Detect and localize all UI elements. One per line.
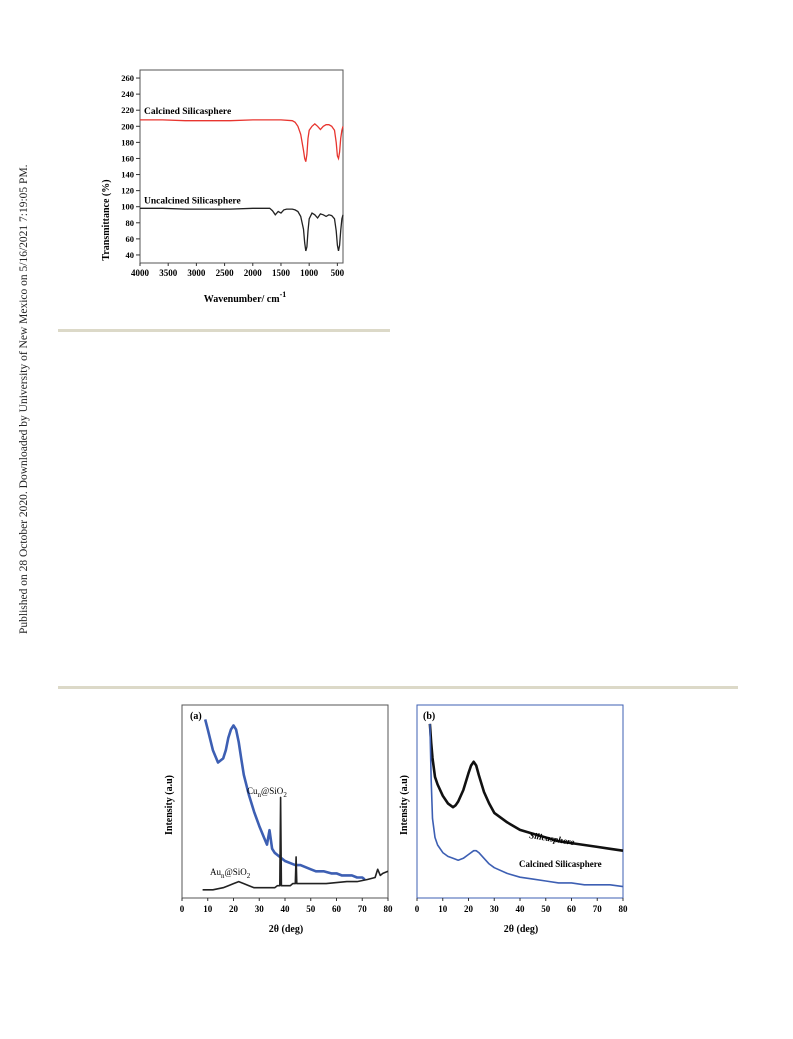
ftir-y-axis-label: Transmittance (%) [101, 179, 112, 260]
ftir-x-tick-label: 3000 [187, 268, 206, 278]
ftir-series-labels: Calcined Silicasphere Uncalcined Silicasp… [144, 107, 241, 206]
xrda-series-line-0 [203, 719, 366, 881]
xrdb-x-tick-label: 20 [464, 904, 474, 914]
xrdb-series-line-1 [429, 723, 624, 888]
xrda-series-line-1 [202, 796, 389, 891]
ftir-y-ticks: 40 60 80 100 120 140 160 180 200 220 240 260 [121, 73, 140, 260]
publication-sidenote: Published on 28 October 2020. Downloaded… [4, 160, 30, 640]
xrda-x-tick-label: 0 [180, 904, 185, 914]
publication-sidenote-text: Published on 28 October 2020. Downloaded… [18, 164, 30, 634]
xrd-a-y-axis-label: Intensity (a.u) [164, 775, 175, 835]
xrd-b-label-calcined: Calcined Silicasphere [519, 859, 602, 869]
ftir-y-tick-label: 40 [126, 250, 135, 260]
xrdb-x-tick-label: 30 [490, 904, 500, 914]
xrd-a-label-au-p0: Au [210, 867, 221, 877]
ftir-x-tick-label: 1000 [300, 268, 319, 278]
ftir-label-calcined: Calcined Silicasphere [144, 107, 231, 117]
ftir-y-tick-label: 140 [121, 170, 134, 180]
xrd-b-y-axis-label: Intensity (a.u) [399, 775, 410, 835]
xrdb-x-tick-label: 50 [541, 904, 551, 914]
xrd-b-label-silicasphere: Silicasphere [529, 830, 576, 847]
xrda-x-tick-label: 30 [255, 904, 265, 914]
xrd-a-x-axis-label: 2θ (deg) [269, 924, 303, 935]
ftir-uncalcined-line [140, 207, 344, 252]
ftir-y-tick-label: 100 [121, 202, 134, 212]
ftir-x-axis-label-main: Wavenumber/ cm [204, 294, 280, 305]
ftir-y-tick-label: 60 [126, 234, 135, 244]
ftir-x-tick-label: 3500 [159, 268, 178, 278]
xrd-a-label-cu-p0: Cu [247, 786, 258, 796]
xrd-a-label-cu-p3: 2 [283, 791, 287, 799]
ftir-y-tick-label: 240 [121, 89, 134, 99]
xrd-a-panel-label: (a) [190, 711, 202, 722]
xrd-b-x-axis-label: 2θ (deg) [504, 924, 538, 935]
xrdb-x-tick-label: 0 [415, 904, 420, 914]
xrd-a-label-cu-p2: @SiO [261, 786, 284, 796]
ftir-y-tick-label: 220 [121, 105, 134, 115]
ftir-x-axis-label: Wavenumber/ cm-1 [204, 290, 287, 305]
xrdb-series-line-0 [428, 723, 624, 852]
xrd-b-panel-label: (b) [423, 711, 435, 722]
xrd-a-label-cu-p1: n [258, 791, 262, 799]
xrd-a-label-cu: Cun@SiO2 [247, 786, 287, 799]
xrda-x-tick-label: 60 [332, 904, 342, 914]
ftir-y-tick-label: 260 [121, 73, 134, 83]
ftir-calcined-line [140, 119, 344, 162]
xrdb-x-tick-label: 60 [567, 904, 577, 914]
ftir-y-tick-label: 120 [121, 186, 134, 196]
xrdb-x-tick-label: 80 [619, 904, 629, 914]
xrda-x-tick-label: 80 [384, 904, 394, 914]
figure-divider-bottom [58, 686, 738, 689]
xrd-b-x-ticks: 0 10 20 30 40 50 60 70 80 [415, 898, 628, 914]
ftir-chart: 4000 3500 3000 2500 2000 1500 1000 500 40 60 80 10… [101, 69, 345, 305]
ftir-y-tick-label: 180 [121, 137, 134, 147]
ftir-x-tick-label: 500 [331, 268, 345, 278]
xrd-b-series [428, 723, 624, 888]
xrd-a-label-au: Aun@SiO2 [210, 867, 251, 880]
ftir-x-tick-label: 1500 [272, 268, 291, 278]
ftir-y-tick-label: 80 [126, 218, 135, 228]
xrda-x-tick-label: 70 [358, 904, 368, 914]
xrd-a-x-ticks: 0 10 20 30 40 50 60 70 80 [180, 898, 393, 914]
ftir-x-ticks: 4000 3500 3000 2500 2000 1500 1000 500 [131, 263, 345, 278]
ftir-label-uncalcined: Uncalcined Silicasphere [144, 196, 241, 206]
figure-divider-top [58, 329, 390, 332]
xrd-a-label-au-p2: @SiO [225, 867, 248, 877]
xrd-a-label-au-p3: 2 [247, 872, 251, 880]
xrda-x-tick-label: 50 [306, 904, 316, 914]
ftir-x-axis-label-sup: -1 [280, 290, 287, 299]
ftir-plot-frame [139, 69, 344, 264]
xrda-x-tick-label: 10 [203, 904, 213, 914]
ftir-plot-border [139, 69, 344, 264]
xrda-x-tick-label: 20 [229, 904, 239, 914]
xrd-panel-b: 0 10 20 30 40 50 60 70 80 (b) Silicasphere Calci… [399, 704, 628, 935]
ftir-x-tick-label: 2500 [216, 268, 235, 278]
xrdb-x-tick-label: 40 [516, 904, 526, 914]
xrda-x-tick-label: 40 [281, 904, 291, 914]
xrdb-x-tick-label: 10 [438, 904, 448, 914]
xrd-a-label-au-p1: n [221, 872, 225, 880]
ftir-y-tick-label: 200 [121, 121, 134, 131]
ftir-x-tick-label: 4000 [131, 268, 150, 278]
xrdb-x-tick-label: 70 [593, 904, 603, 914]
xrd-panel-a: 0 10 20 30 40 50 60 70 80 (a) Cun@SiO2 Aun@SiO2 … [164, 704, 393, 935]
xrd-a-series [202, 719, 389, 891]
ftir-y-tick-label: 160 [121, 153, 134, 163]
ftir-series [140, 119, 344, 252]
ftir-x-tick-label: 2000 [244, 268, 263, 278]
